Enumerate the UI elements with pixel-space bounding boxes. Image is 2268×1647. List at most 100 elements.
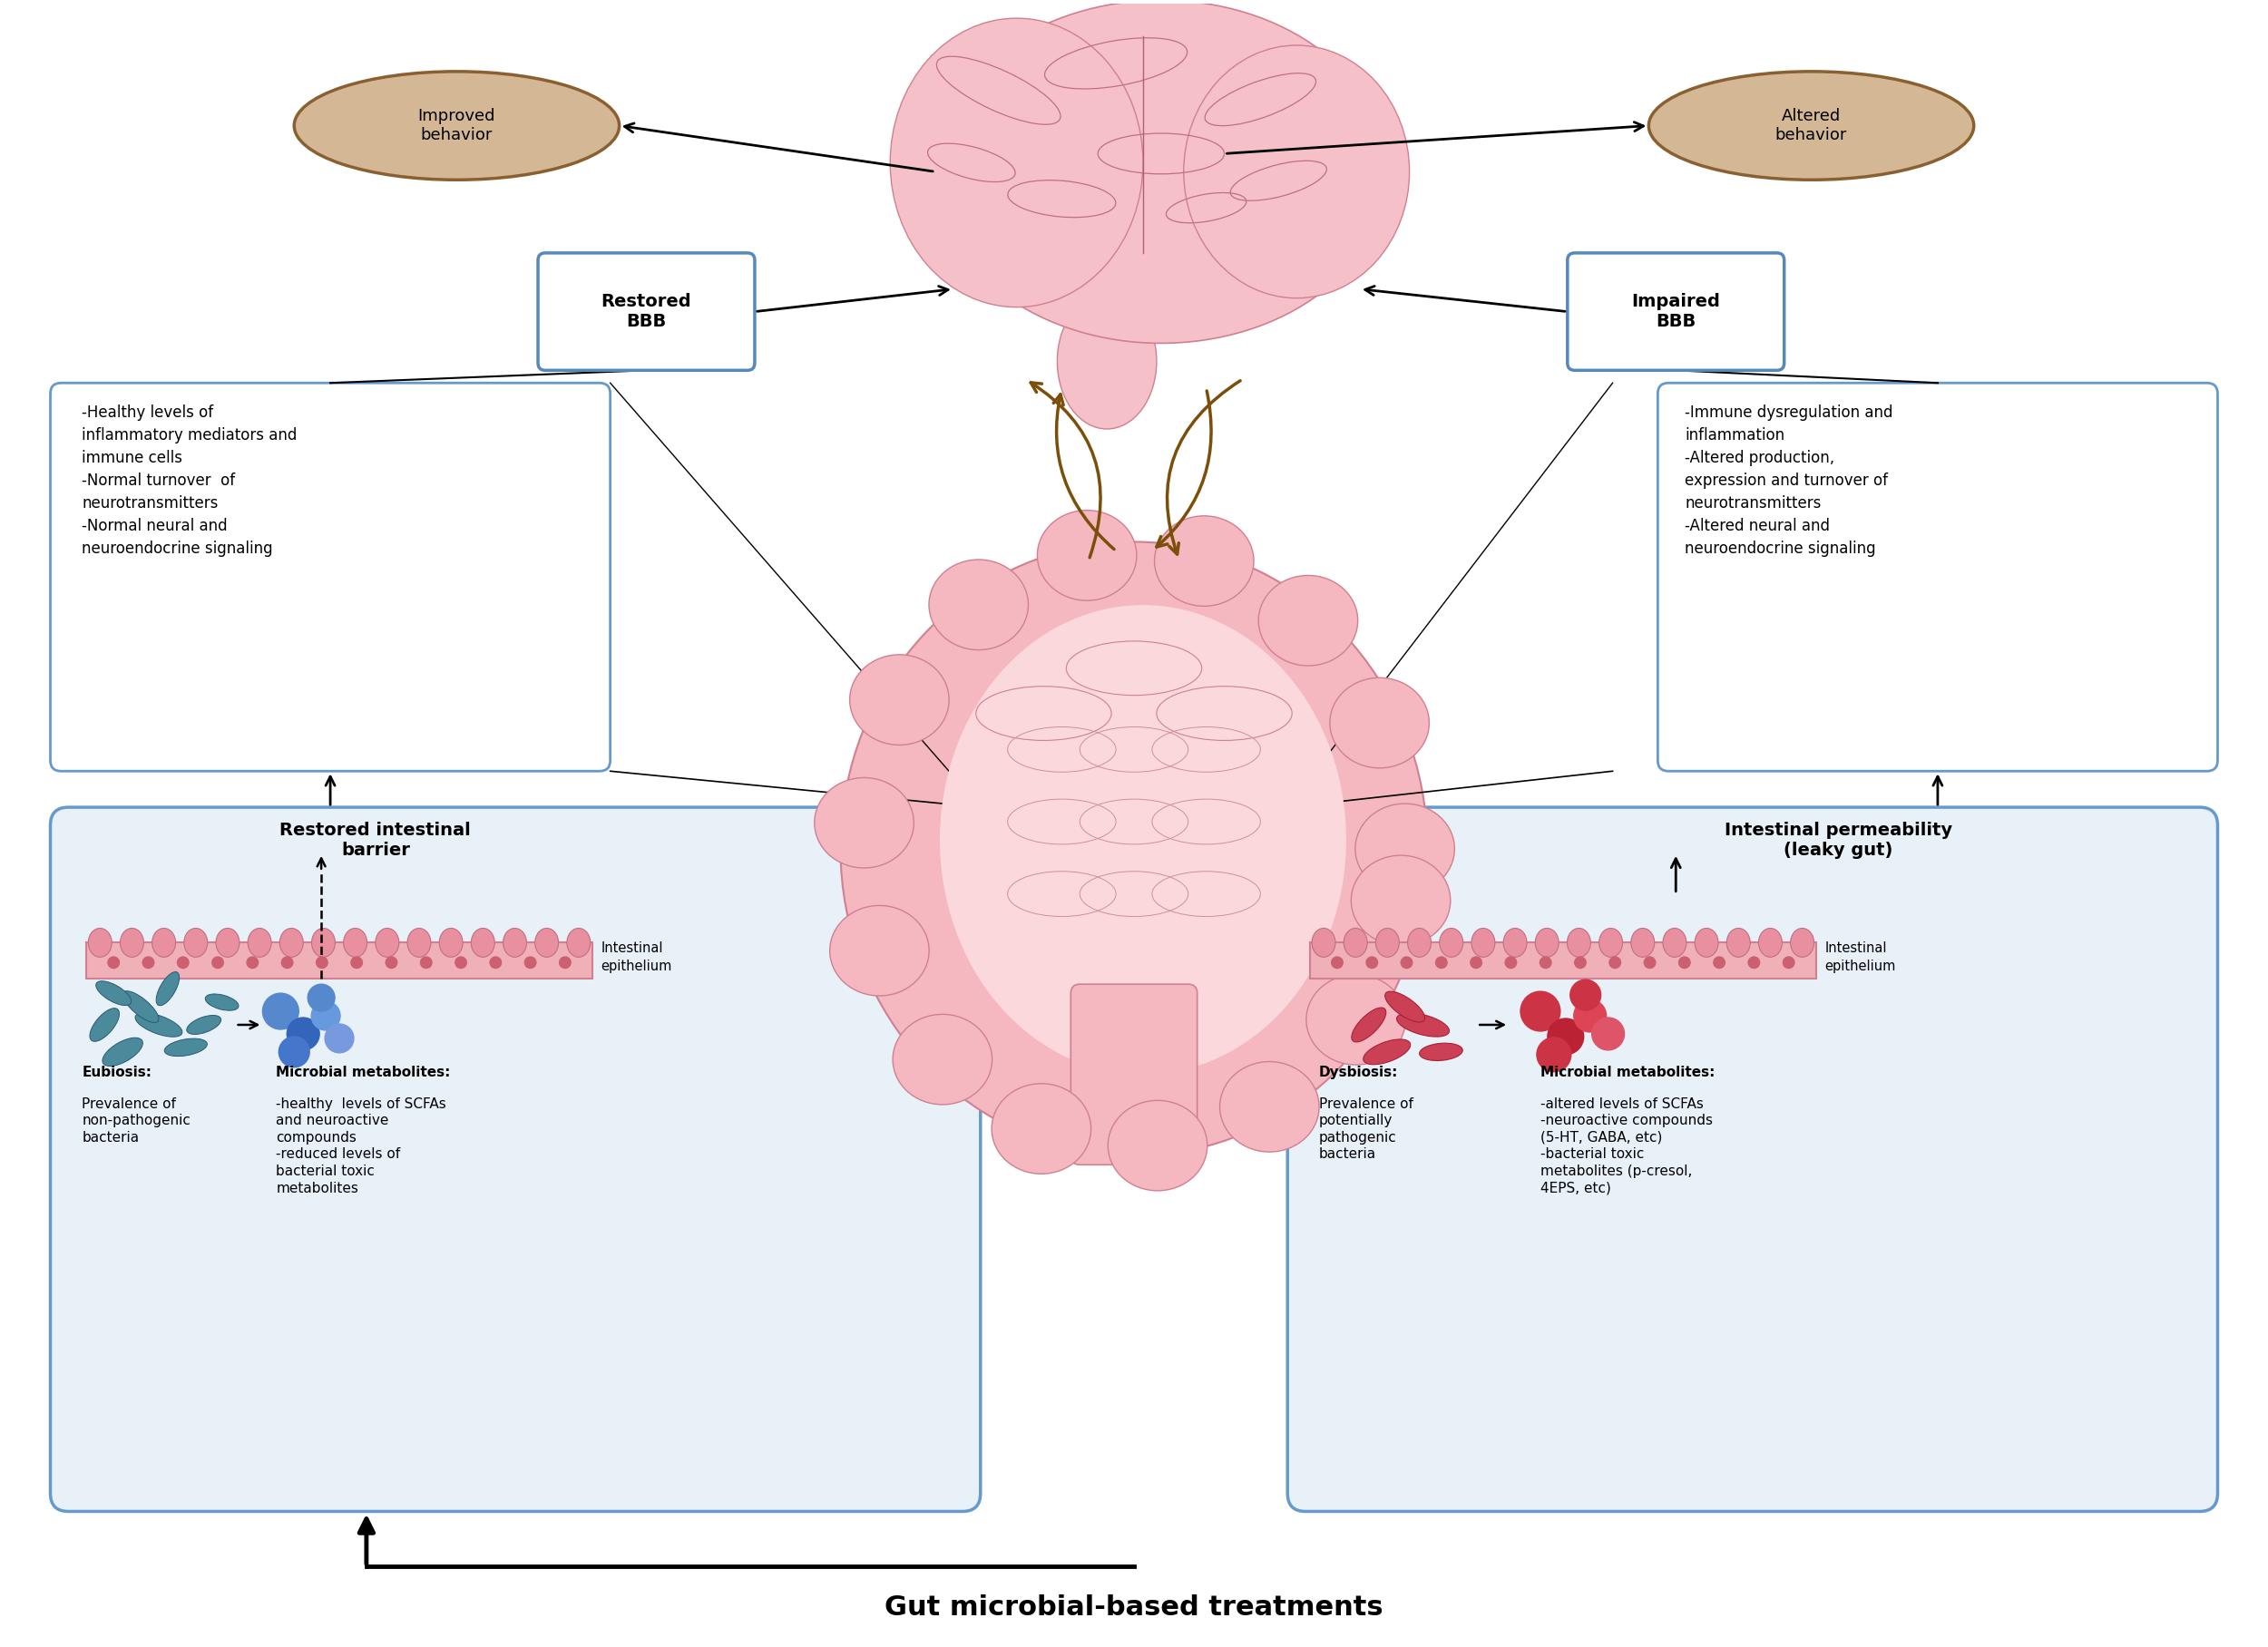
Ellipse shape xyxy=(143,957,154,968)
Ellipse shape xyxy=(991,1084,1091,1174)
Text: Impaired
BBB: Impaired BBB xyxy=(1631,293,1719,329)
Text: Altered
behavior: Altered behavior xyxy=(1776,109,1846,143)
Circle shape xyxy=(1574,1000,1606,1033)
Bar xyxy=(86,942,592,978)
Ellipse shape xyxy=(1726,929,1751,957)
Ellipse shape xyxy=(349,957,363,968)
Ellipse shape xyxy=(1420,1043,1463,1061)
Ellipse shape xyxy=(1397,1013,1449,1036)
Ellipse shape xyxy=(102,1038,143,1066)
Ellipse shape xyxy=(1331,957,1343,968)
Ellipse shape xyxy=(503,929,526,957)
Ellipse shape xyxy=(1649,71,1973,180)
Ellipse shape xyxy=(186,1015,220,1034)
Ellipse shape xyxy=(1377,929,1399,957)
Ellipse shape xyxy=(88,929,111,957)
FancyBboxPatch shape xyxy=(1288,807,2218,1512)
Ellipse shape xyxy=(1356,804,1454,894)
Text: Prevalence of
non-pathogenic
bacteria: Prevalence of non-pathogenic bacteria xyxy=(82,1097,191,1145)
Ellipse shape xyxy=(136,1013,181,1038)
Circle shape xyxy=(311,1001,340,1031)
Ellipse shape xyxy=(1157,687,1293,741)
Ellipse shape xyxy=(1399,957,1413,968)
Ellipse shape xyxy=(1345,929,1368,957)
Ellipse shape xyxy=(1329,677,1429,768)
Circle shape xyxy=(1547,1018,1583,1054)
Ellipse shape xyxy=(206,995,238,1011)
Ellipse shape xyxy=(1352,1008,1386,1043)
Ellipse shape xyxy=(1504,929,1526,957)
Text: -Healthy levels of
inflammatory mediators and
immune cells
-Normal turnover  of
: -Healthy levels of inflammatory mediator… xyxy=(82,405,297,557)
Text: Intestinal
epithelium: Intestinal epithelium xyxy=(601,942,671,973)
Ellipse shape xyxy=(1408,929,1431,957)
Ellipse shape xyxy=(152,929,175,957)
Text: -healthy  levels of SCFAs
and neuroactive
compounds
-reduced levels of
bacterial: -healthy levels of SCFAs and neuroactive… xyxy=(277,1097,447,1196)
Ellipse shape xyxy=(975,687,1111,741)
Ellipse shape xyxy=(850,654,948,744)
Ellipse shape xyxy=(1535,929,1558,957)
Ellipse shape xyxy=(247,929,272,957)
Ellipse shape xyxy=(1352,855,1452,945)
Text: -altered levels of SCFAs
-neuroactive compounds
(5-HT, GABA, etc)
-bacterial tox: -altered levels of SCFAs -neuroactive co… xyxy=(1540,1097,1712,1196)
Ellipse shape xyxy=(1567,929,1590,957)
Text: Gut microbial-based treatments: Gut microbial-based treatments xyxy=(885,1594,1383,1621)
Ellipse shape xyxy=(1749,957,1760,968)
Text: Intestinal
epithelium: Intestinal epithelium xyxy=(1826,942,1896,973)
Ellipse shape xyxy=(830,906,930,996)
Ellipse shape xyxy=(247,957,259,968)
Ellipse shape xyxy=(454,957,467,968)
Circle shape xyxy=(1592,1018,1624,1051)
Ellipse shape xyxy=(1154,516,1254,606)
Ellipse shape xyxy=(184,929,206,957)
Ellipse shape xyxy=(342,929,367,957)
Text: Microbial metabolites:: Microbial metabolites: xyxy=(1540,1066,1715,1079)
Ellipse shape xyxy=(558,957,572,968)
Ellipse shape xyxy=(1599,929,1622,957)
Ellipse shape xyxy=(408,929,431,957)
Ellipse shape xyxy=(91,1008,120,1041)
Text: Dysbiosis:: Dysbiosis: xyxy=(1320,1066,1399,1079)
Ellipse shape xyxy=(472,929,494,957)
Ellipse shape xyxy=(163,1039,206,1056)
Ellipse shape xyxy=(211,957,225,968)
Ellipse shape xyxy=(1066,641,1202,695)
Text: Eubiosis:: Eubiosis: xyxy=(82,1066,152,1079)
Ellipse shape xyxy=(1109,1100,1207,1191)
Ellipse shape xyxy=(1436,957,1447,968)
Ellipse shape xyxy=(1363,1039,1411,1064)
Ellipse shape xyxy=(1678,957,1692,968)
FancyBboxPatch shape xyxy=(538,254,755,371)
Circle shape xyxy=(324,1024,354,1052)
Ellipse shape xyxy=(311,929,336,957)
Ellipse shape xyxy=(1694,929,1719,957)
Ellipse shape xyxy=(177,957,188,968)
Ellipse shape xyxy=(1306,975,1406,1066)
Circle shape xyxy=(288,1018,320,1051)
Ellipse shape xyxy=(386,957,397,968)
Ellipse shape xyxy=(1311,929,1336,957)
Ellipse shape xyxy=(1631,929,1653,957)
FancyBboxPatch shape xyxy=(1070,985,1198,1164)
Circle shape xyxy=(263,993,299,1029)
Text: Intestinal permeability
(leaky gut): Intestinal permeability (leaky gut) xyxy=(1724,822,1953,858)
Ellipse shape xyxy=(120,929,143,957)
Circle shape xyxy=(1569,980,1601,1010)
Ellipse shape xyxy=(95,982,132,1005)
Ellipse shape xyxy=(281,957,293,968)
Ellipse shape xyxy=(1758,929,1783,957)
Ellipse shape xyxy=(1540,957,1551,968)
Text: Restored
BBB: Restored BBB xyxy=(601,293,692,329)
Bar xyxy=(1311,942,1817,978)
Ellipse shape xyxy=(279,929,304,957)
Text: Restored intestinal
barrier: Restored intestinal barrier xyxy=(279,822,472,858)
Ellipse shape xyxy=(841,542,1427,1156)
Ellipse shape xyxy=(814,777,914,868)
Circle shape xyxy=(308,985,336,1011)
Ellipse shape xyxy=(524,957,538,968)
Ellipse shape xyxy=(215,929,240,957)
Ellipse shape xyxy=(1184,46,1408,298)
Ellipse shape xyxy=(490,957,501,968)
Text: -Immune dysregulation and
inflammation
-Altered production,
expression and turno: -Immune dysregulation and inflammation -… xyxy=(1685,405,1894,557)
FancyBboxPatch shape xyxy=(1658,384,2218,771)
Ellipse shape xyxy=(1440,929,1463,957)
